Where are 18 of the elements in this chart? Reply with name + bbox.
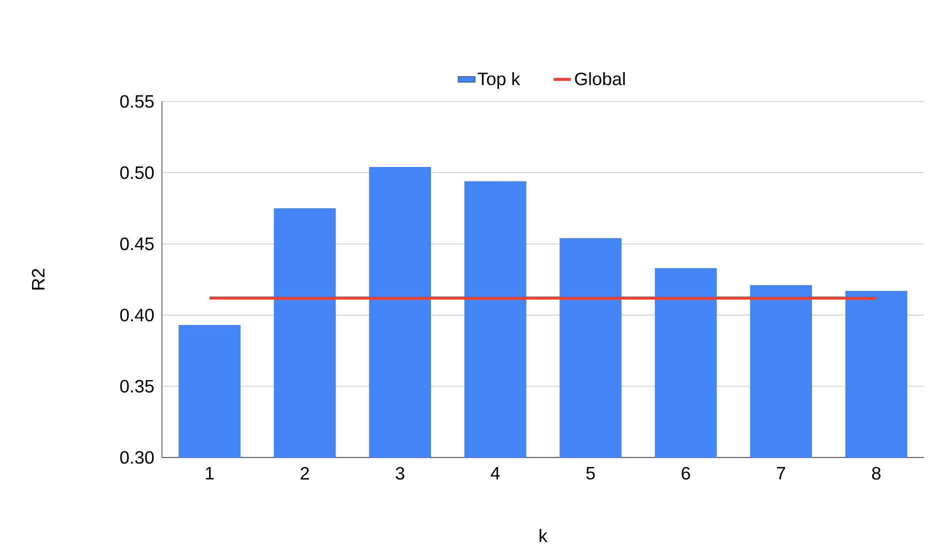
x-tick-label: 3 [396,466,404,480]
x-tick-label: 8 [872,466,881,480]
x-tick-label: 1 [206,466,214,480]
x-tick-label: 6 [682,466,690,480]
x-tick-label: 7 [776,466,786,480]
y-tick-label: 0.35 [120,380,154,393]
y-tick-label: 0.55 [120,95,154,108]
legend-label: Top k [478,72,520,89]
y-tick-label: 0.30 [120,451,154,464]
x-tick-label: 4 [490,466,500,480]
y-tick-label: 0.40 [120,308,154,322]
x-axis-title: k [540,528,548,542]
legend-label: Global [575,72,625,86]
y-axis-title: R2 [32,268,44,290]
x-tick-label: 2 [300,466,309,480]
y-tick-label: 0.45 [120,238,154,250]
x-tick-label: 5 [586,466,595,480]
y-tick-label: 0.50 [120,166,154,179]
